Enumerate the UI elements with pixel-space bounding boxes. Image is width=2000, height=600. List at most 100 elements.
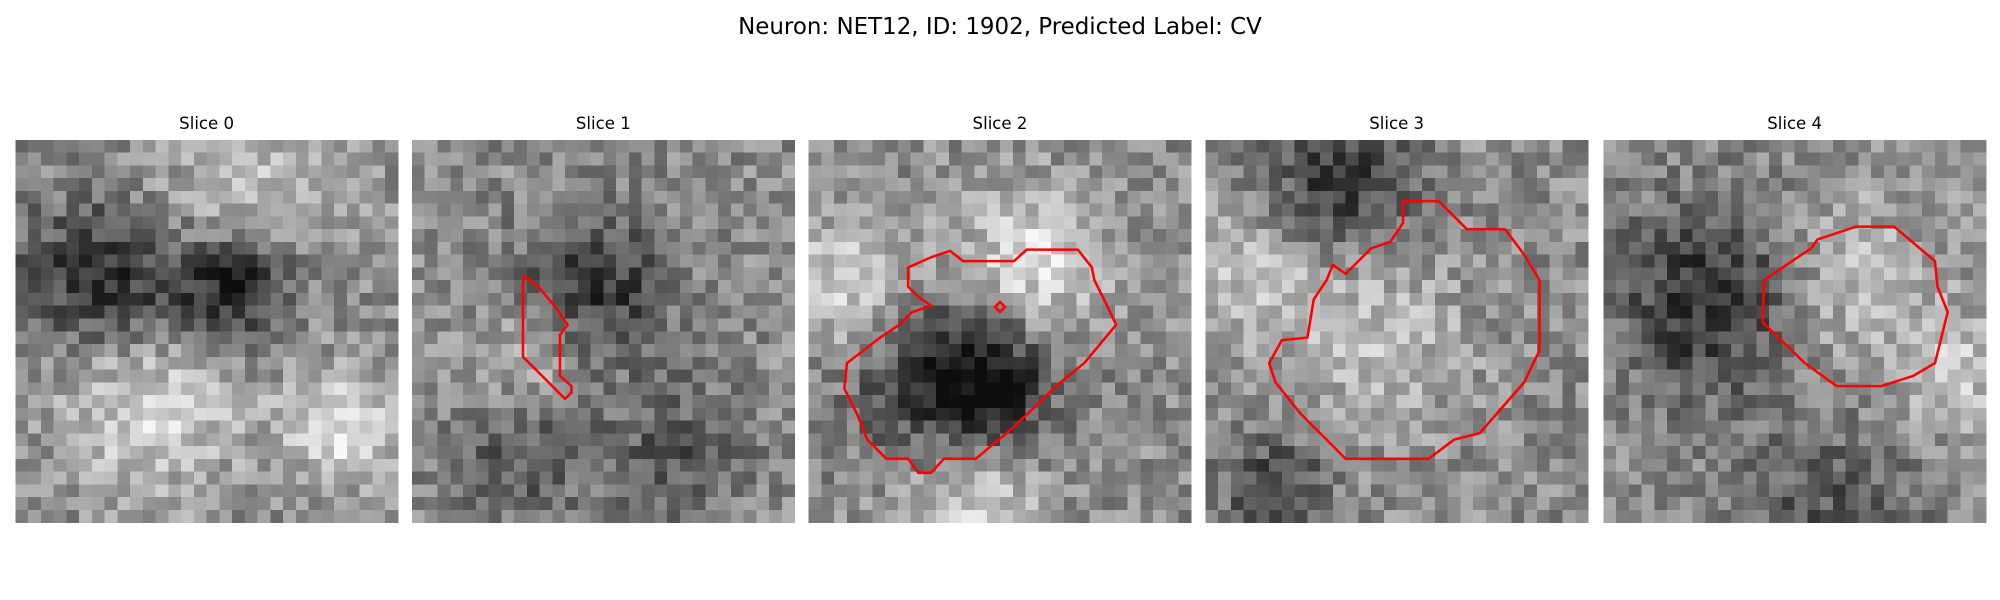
pixel: [1230, 165, 1245, 179]
pixel: [1396, 344, 1410, 358]
pixel: [1025, 216, 1039, 230]
pixel: [1756, 152, 1770, 166]
pixel: [1371, 356, 1385, 370]
pixel: [1973, 484, 1987, 498]
pixel: [808, 458, 822, 472]
pixel: [424, 344, 438, 358]
pixel: [1654, 484, 1668, 498]
pixel: [437, 254, 451, 268]
pixel: [463, 165, 477, 179]
pixel: [244, 216, 259, 230]
pixel: [1320, 229, 1334, 243]
pixel: [1896, 382, 1910, 396]
pixel: [283, 178, 297, 192]
pixel: [1575, 139, 1589, 154]
pixel: [1575, 395, 1589, 409]
pixel: [1718, 509, 1732, 523]
pixel: [283, 292, 297, 307]
pixel: [1012, 356, 1026, 370]
pixel: [1858, 292, 1872, 307]
pixel: [590, 407, 604, 421]
pixel: [104, 241, 118, 256]
pixel: [1832, 395, 1847, 409]
pixel: [1947, 318, 1961, 332]
pixel: [872, 458, 886, 472]
pixel: [1730, 318, 1745, 332]
pixel: [1485, 382, 1500, 396]
pixel: [385, 331, 399, 345]
pixel: [130, 382, 144, 396]
pixel: [1667, 420, 1681, 434]
pixel: [488, 229, 502, 243]
pixel: [1281, 254, 1296, 268]
pixel: [501, 165, 515, 179]
pixel: [552, 509, 566, 523]
pixel: [781, 139, 796, 154]
pixel: [1934, 420, 1949, 434]
pixel: [1153, 267, 1167, 281]
pixel: [1294, 497, 1308, 511]
pixel: [1756, 241, 1770, 256]
pixel: [1140, 165, 1154, 179]
pixel: [283, 509, 297, 523]
pixel: [859, 267, 873, 281]
pixel: [1960, 407, 1974, 421]
pixel: [654, 484, 668, 498]
pixel: [667, 433, 681, 447]
pixel: [79, 280, 93, 294]
pixel: [616, 369, 630, 383]
pixel: [1089, 446, 1103, 460]
pixel: [1012, 203, 1026, 217]
pixel: [257, 407, 271, 421]
pixel: [232, 305, 246, 319]
pixel: [1371, 190, 1385, 205]
pixel: [987, 267, 1001, 281]
pixel: [667, 509, 681, 523]
pixel: [1807, 139, 1821, 154]
pixel: [1769, 344, 1783, 358]
pixel: [1871, 165, 1885, 179]
pixel: [539, 203, 553, 217]
pixel: [1165, 190, 1179, 205]
pixel: [79, 241, 93, 256]
pixel: [641, 509, 655, 523]
pixel: [756, 152, 770, 166]
pixel: [501, 292, 515, 307]
pixel: [1807, 433, 1821, 447]
pixel: [1947, 178, 1961, 192]
pixel: [1730, 433, 1745, 447]
pixel: [808, 280, 822, 294]
pixel: [872, 190, 886, 205]
pixel: [1127, 369, 1141, 383]
pixel: [514, 318, 528, 332]
pixel: [743, 305, 757, 319]
pixel: [372, 369, 386, 383]
pixel: [142, 420, 156, 434]
pixel: [1922, 382, 1936, 396]
pixel: [488, 165, 502, 179]
pixel: [385, 267, 399, 281]
pixel: [1358, 446, 1372, 460]
pixel: [450, 395, 464, 409]
pixel: [1294, 139, 1308, 154]
pixel: [1692, 509, 1706, 523]
pixel: [514, 407, 528, 421]
pixel: [641, 165, 655, 179]
pixel: [1705, 395, 1719, 409]
pixel: [1396, 165, 1410, 179]
pixel: [1883, 305, 1898, 319]
pixel: [1794, 292, 1808, 307]
pixel: [1794, 216, 1808, 230]
pixel: [1281, 356, 1296, 370]
pixel: [104, 446, 118, 460]
pixel: [565, 331, 579, 345]
pixel: [616, 433, 630, 447]
pixel: [526, 471, 540, 485]
pixel: [1536, 152, 1551, 166]
pixel: [846, 458, 861, 472]
pixel: [155, 433, 169, 447]
pixel: [1165, 407, 1179, 421]
pixel: [15, 241, 29, 256]
pixel: [104, 292, 118, 307]
pixel: [1616, 152, 1630, 166]
